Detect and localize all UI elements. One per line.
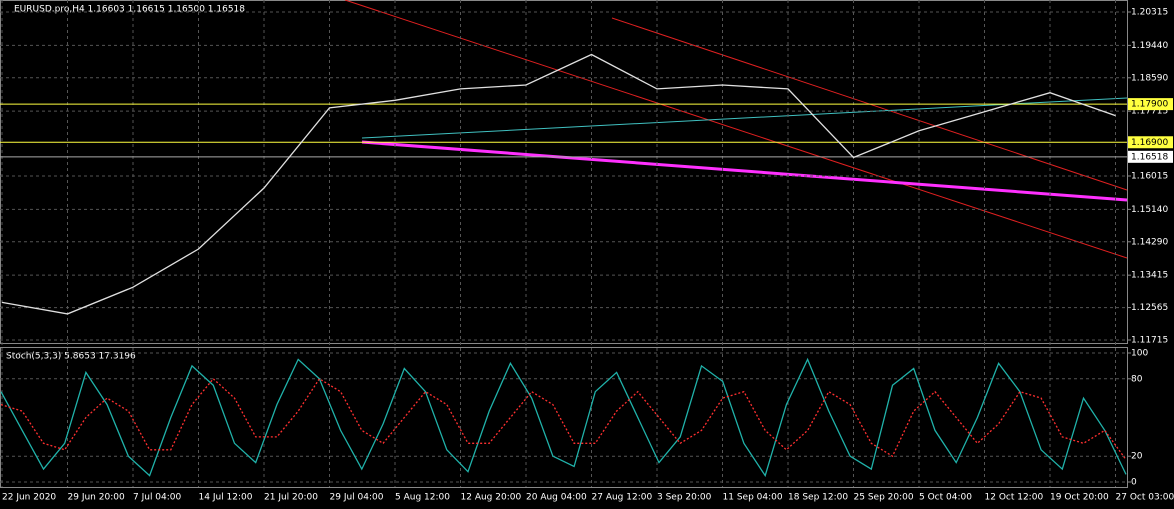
y-tick-label: 1.17715: [1131, 107, 1168, 117]
trend-line: [361, 140, 1128, 202]
x-tick-label: 12 Aug 20:00: [461, 493, 522, 503]
y-tick-label: 0: [1131, 478, 1137, 488]
x-tick-label: 21 Jul 20:00: [264, 493, 318, 503]
x-tick-label: 3 Sep 20:00: [657, 493, 712, 503]
x-tick-label: 29 Jul 04:00: [330, 493, 384, 503]
trend-line: [361, 97, 1128, 139]
main-frame: [0, 0, 1128, 344]
x-tick-label: 14 Jul 12:00: [199, 493, 253, 503]
level-box: [1128, 136, 1173, 149]
channel-line: [344, 0, 1128, 259]
y-tick-label: 20: [1131, 452, 1143, 462]
y-tick-label: 1.20315: [1131, 8, 1168, 18]
sub-frame: [0, 347, 1128, 488]
x-tick-label: 19 Oct 20:00: [1050, 493, 1109, 503]
y-tick-label: 1.12565: [1131, 303, 1168, 313]
x-tick-label: 20 Aug 04:00: [526, 493, 587, 503]
sub-title: Stoch(5,3,3) 5.8653 17.3196: [6, 352, 136, 362]
y-tick-label: 1.11715: [1131, 335, 1168, 345]
x-tick-label: 18 Sep 12:00: [788, 493, 848, 503]
x-tick-label: 5 Aug 12:00: [395, 493, 450, 503]
chart-title: EURUSD.pro,H4 1.16603 1.16615 1.16500 1.…: [14, 5, 245, 15]
y-tick-label: 1.15140: [1131, 205, 1168, 215]
y-tick-label: 1.18590: [1131, 73, 1168, 83]
y-tick-label: 1.19440: [1131, 41, 1168, 51]
x-tick-label: 27 Aug 12:00: [592, 493, 653, 503]
y-tick-label: 100: [1131, 349, 1148, 359]
x-tick-label: 11 Sep 04:00: [723, 493, 783, 503]
x-tick-label: 27 Oct 03:00: [1116, 493, 1174, 503]
x-tick-label: 5 Oct 04:00: [919, 493, 972, 503]
y-tick-label: 1.16015: [1131, 172, 1168, 182]
series-line: [0, 377, 1127, 461]
x-tick-label: 7 Jul 04:00: [133, 493, 182, 503]
y-tick-label: 1.14290: [1131, 237, 1168, 247]
price-label: 1.16518: [1131, 152, 1168, 162]
series-line: [0, 357, 1127, 478]
level-label: 1.16900: [1131, 138, 1168, 148]
level-label: 1.17900: [1131, 100, 1168, 110]
x-tick-label: 25 Sep 20:00: [854, 493, 914, 503]
series-line: [1, 53, 1116, 315]
y-tick-label: 80: [1131, 374, 1143, 384]
y-tick-label: 1.13415: [1131, 271, 1168, 281]
x-tick-label: 22 Jun 2020: [2, 493, 56, 503]
x-tick-label: 12 Oct 12:00: [985, 493, 1044, 503]
level-box: [1128, 98, 1173, 111]
x-tick-label: 29 Jun 20:00: [68, 493, 125, 503]
price-box: [1128, 150, 1173, 163]
